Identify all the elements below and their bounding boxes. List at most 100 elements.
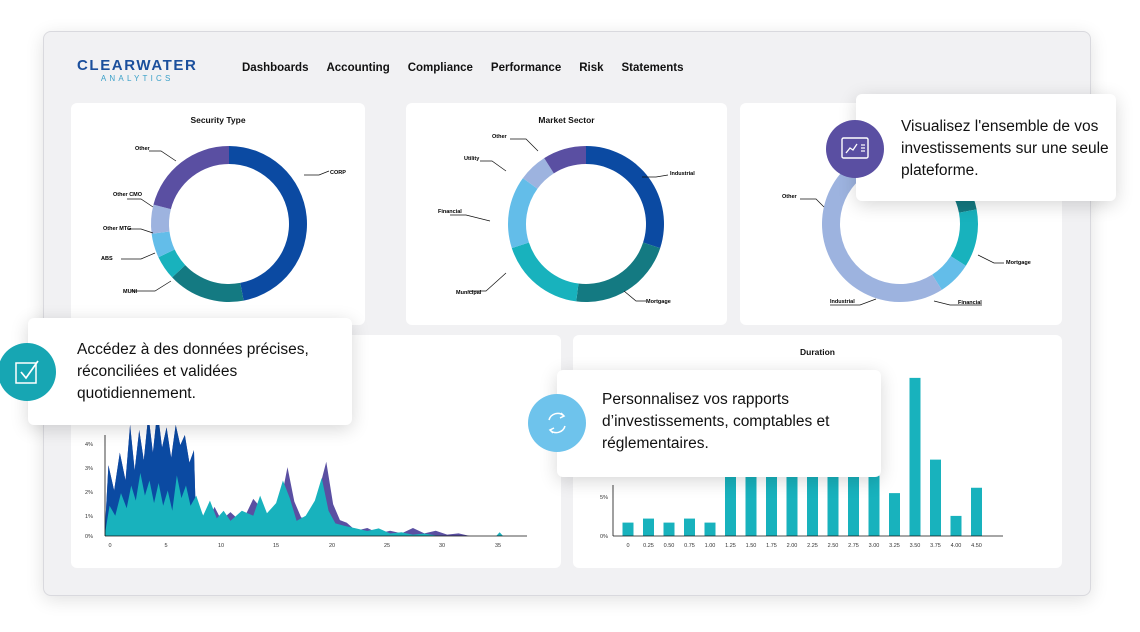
duration-x-tick: 1.50 — [746, 543, 757, 549]
logo-subtitle: ANALYTICS — [100, 74, 174, 83]
callout-customize-text: Personnalisez vos rapports d’investissem… — [602, 391, 830, 452]
label-other: Other — [135, 146, 151, 152]
duration-x-tick: 2.75 — [848, 543, 859, 549]
sector-donut-leaders — [800, 198, 1004, 306]
nav-compliance[interactable]: Compliance — [407, 62, 473, 74]
donut-slice-financial[interactable] — [950, 209, 978, 266]
duration-x-tick: 1.75 — [766, 543, 777, 549]
duration-x-tick: 2.25 — [807, 543, 818, 549]
duration-bar-4.50[interactable] — [971, 487, 982, 536]
main-nav: Dashboards Accounting Compliance Perform… — [242, 62, 684, 74]
donut-slice-muni[interactable] — [172, 265, 244, 303]
duration-y-tick-5: 5% — [600, 495, 608, 501]
donut-slice-mortgage[interactable] — [576, 242, 661, 302]
donut-slice-other-mtg[interactable] — [151, 231, 175, 258]
duration-bar-1.00[interactable] — [704, 522, 716, 536]
checkbox-icon — [0, 343, 56, 401]
y-tick-2: 2% — [85, 490, 93, 496]
label-financial: Financial — [958, 300, 982, 306]
chart-screen-icon — [826, 120, 884, 178]
donut-slice-industrial[interactable] — [586, 146, 664, 249]
security-type-leaders — [121, 150, 330, 292]
duration-y-tick-0: 0% — [600, 534, 608, 540]
refresh-icon — [528, 394, 586, 452]
label-industrial: Industrial — [830, 299, 855, 305]
donut-slice-other[interactable] — [544, 146, 586, 174]
label-financial: Financial — [438, 209, 462, 215]
duration-x-tick: 4.50 — [971, 543, 982, 549]
label-other: Other — [492, 134, 508, 140]
label-mortgage: Mortgage — [1006, 260, 1031, 266]
x-tick-30: 30 — [439, 543, 445, 549]
duration-bar-3.50[interactable] — [909, 377, 921, 536]
duration-bar-2.50[interactable] — [827, 462, 839, 536]
duration-bar-3.00[interactable] — [868, 475, 880, 536]
duration-bar-0[interactable] — [622, 522, 634, 536]
callout-access-text: Accédez à des données précises, réconcil… — [77, 341, 309, 402]
duration-bar-2.00[interactable] — [786, 462, 798, 536]
donut-slice-industrial[interactable] — [932, 256, 966, 290]
donut-slice-corp[interactable] — [229, 146, 307, 301]
label-muni: MUNI — [123, 289, 138, 295]
x-tick-5: 5 — [164, 543, 167, 549]
area-series-purple[interactable] — [105, 409, 470, 536]
duration-bar-1.25[interactable] — [725, 462, 736, 536]
x-tick-20: 20 — [329, 543, 335, 549]
area-chart: 4% 3% 2% 1% 0% 0 5 10 15 20 25 30 35 — [85, 409, 527, 549]
duration-x-tick: 3.50 — [910, 543, 921, 549]
donut-slice-financial[interactable] — [508, 178, 538, 249]
duration-title: Duration — [800, 347, 835, 357]
duration-bar-0.25[interactable] — [643, 518, 654, 536]
duration-bar-1.50[interactable] — [745, 466, 757, 536]
duration-bar-3.25[interactable] — [889, 493, 900, 536]
logo-wordmark: CLEARWATER — [77, 57, 198, 74]
duration-bar-2.75[interactable] — [848, 462, 859, 536]
checkbox-glyph — [15, 360, 39, 384]
x-tick-25: 25 — [384, 543, 390, 549]
donut-slice-utility[interactable] — [522, 158, 554, 189]
callout-access: Accédez à des données précises, réconcil… — [28, 318, 352, 425]
duration-x-tick: 0 — [626, 543, 629, 549]
label-municipal: Municipal — [456, 290, 482, 296]
nav-statements[interactable]: Statements — [621, 62, 684, 74]
nav-performance[interactable]: Performance — [490, 62, 562, 74]
area-series-teal[interactable] — [105, 472, 504, 536]
duration-bar-3.75[interactable] — [930, 459, 941, 536]
duration-bar-0.50[interactable] — [663, 522, 675, 536]
x-tick-35: 35 — [495, 543, 501, 549]
nav-dashboards[interactable]: Dashboards — [242, 62, 309, 74]
duration-x-tick: 3.00 — [869, 543, 880, 549]
duration-x-tick: 1.25 — [725, 543, 736, 549]
label-other-mtg: Other MTG — [103, 226, 131, 232]
security-type-donut: CORP Other Other CMO Other MTG ABS MUNI — [101, 146, 346, 303]
duration-x-tick: 4.00 — [951, 543, 962, 549]
donut-slice-other[interactable] — [822, 146, 942, 302]
x-tick-0: 0 — [108, 543, 111, 549]
label-other: Other — [782, 194, 798, 200]
duration-bar-4.00[interactable] — [950, 515, 962, 536]
duration-bar-2.25[interactable] — [807, 462, 818, 536]
refresh-glyph — [548, 412, 566, 434]
y-tick-0: 0% — [85, 534, 93, 540]
nav-risk[interactable]: Risk — [579, 62, 604, 74]
donut-slice-municipal[interactable] — [511, 242, 579, 302]
donut-slice-abs[interactable] — [158, 249, 186, 278]
x-tick-10: 10 — [218, 543, 224, 549]
callout-customize: Personnalisez vos rapports d’investissem… — [557, 370, 881, 477]
clearwater-logo[interactable]: CLEARWATER ANALYTICS — [77, 57, 198, 84]
label-mortgage: Mortgage — [646, 299, 671, 305]
duration-bar-1.75[interactable] — [766, 462, 777, 536]
label-other-cmo: Other CMO — [113, 192, 143, 198]
duration-bar-chart: 0 0.25 0.50 0.75 1.00 1.25 1.50 1.75 2.00 2.25 2.5… — [600, 377, 1003, 549]
donut-slice-other-cmo[interactable] — [151, 204, 171, 234]
duration-x-tick: 0.50 — [664, 543, 675, 549]
label-corp: CORP — [330, 170, 346, 176]
callout-visualize: Visualisez l'ensemble de vos investissem… — [856, 94, 1116, 201]
duration-bar-0.75[interactable] — [684, 518, 695, 536]
duration-x-tick: 3.75 — [930, 543, 941, 549]
nav-accounting[interactable]: Accounting — [326, 62, 390, 74]
label-industrial: Industrial — [670, 171, 695, 177]
duration-x-tick: 0.25 — [643, 543, 654, 549]
duration-x-tick: 2.00 — [787, 543, 798, 549]
donut-slice-other[interactable] — [153, 146, 229, 210]
